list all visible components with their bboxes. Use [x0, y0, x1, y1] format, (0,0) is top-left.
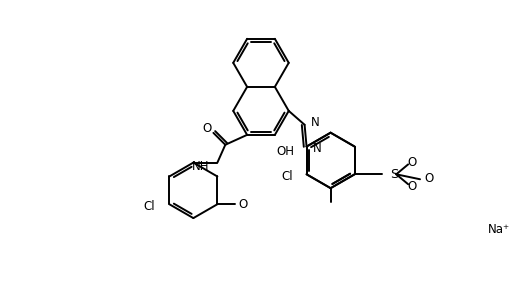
Text: N: N: [312, 142, 321, 155]
Text: O: O: [407, 156, 417, 169]
Text: Cl: Cl: [281, 170, 293, 183]
Text: O: O: [407, 180, 417, 193]
Text: OH: OH: [277, 145, 295, 158]
Text: O: O: [203, 122, 212, 136]
Text: O: O: [239, 198, 248, 211]
Text: NH: NH: [192, 160, 210, 173]
Text: S: S: [390, 168, 399, 181]
Text: Na⁺: Na⁺: [488, 223, 510, 236]
Text: Cl: Cl: [144, 200, 156, 213]
Text: N: N: [310, 116, 319, 129]
Text: O: O: [424, 172, 433, 185]
